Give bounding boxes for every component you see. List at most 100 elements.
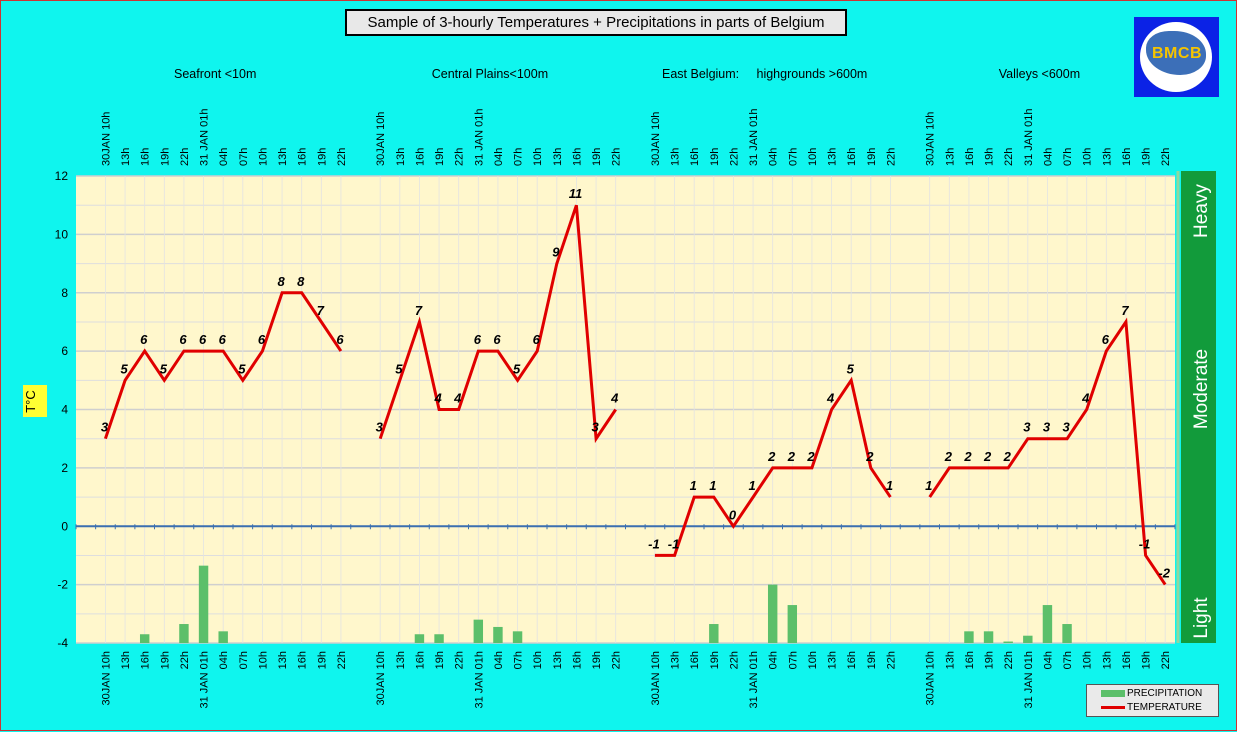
- region-label: Central Plains<100m: [432, 67, 548, 81]
- x-tick-label-bottom: 30JAN 10h: [375, 651, 387, 705]
- x-tick-label-bottom: 10h: [532, 651, 544, 669]
- intensity-label: Light: [1191, 597, 1212, 639]
- precipitation-bar: [767, 584, 778, 643]
- x-tick-label-top: 13h: [120, 148, 132, 166]
- temperature-data-label: 4: [826, 391, 835, 406]
- x-tick-label-top: 19h: [1141, 148, 1153, 166]
- x-tick-label-bottom: 19h: [1141, 651, 1153, 669]
- x-tick-label-bottom: 13h: [944, 651, 956, 669]
- temperature-data-label: 2: [983, 449, 992, 464]
- x-tick-label-top: 13h: [552, 148, 564, 166]
- temperature-data-label: 5: [847, 361, 855, 376]
- precipitation-bar: [1023, 635, 1033, 643]
- x-tick-label-bottom: 22h: [728, 651, 740, 669]
- x-tick-label-top: 22h: [179, 148, 191, 166]
- temperature-data-label: 6: [199, 332, 207, 347]
- y-tick-label: -4: [57, 636, 68, 650]
- y-tick-label: 4: [61, 403, 68, 417]
- temperature-data-label: 7: [317, 303, 325, 318]
- x-tick-label-top: 13h: [1101, 148, 1113, 166]
- temperature-data-label: 8: [297, 274, 305, 289]
- x-tick-label-top: 19h: [316, 148, 328, 166]
- temperature-data-label: 3: [1043, 420, 1051, 435]
- x-tick-label-top: 16h: [964, 148, 976, 166]
- x-tick-label-top: 19h: [434, 148, 446, 166]
- x-tick-label-bottom: 19h: [984, 651, 996, 669]
- x-tick-label-bottom: 16h: [140, 651, 152, 669]
- temperature-data-label: -1: [1139, 536, 1151, 551]
- x-tick-label-top: 16h: [689, 148, 701, 166]
- x-tick-label-bottom: 22h: [336, 651, 348, 669]
- x-tick-label-top: 19h: [984, 148, 996, 166]
- temperature-data-label: 3: [591, 420, 599, 435]
- x-tick-label-bottom: 16h: [964, 651, 976, 669]
- x-tick-label-bottom: 13h: [277, 651, 289, 669]
- temperature-line: [928, 317, 1167, 586]
- x-tick-label-top: 16h: [414, 148, 426, 166]
- precipitation-bar: [139, 634, 150, 643]
- x-tick-label-top: 30JAN 10h: [375, 112, 387, 166]
- temperature-data-label: 2: [806, 449, 815, 464]
- x-tick-label-top: 07h: [1062, 148, 1074, 166]
- temperature-data-label: 8: [277, 274, 285, 289]
- x-tick-label-bottom: 19h: [159, 651, 171, 669]
- x-tick-label-bottom: 22h: [454, 651, 466, 669]
- region-label: Seafront <10m: [174, 67, 256, 81]
- temperature-data-label: 3: [1023, 420, 1031, 435]
- x-tick-label-bottom: 19h: [591, 651, 603, 669]
- precipitation-bar: [1062, 624, 1072, 643]
- temperature-data-label: 2: [787, 449, 796, 464]
- precipitation-bar: [964, 631, 974, 643]
- x-tick-label-top: 13h: [395, 148, 407, 166]
- y-tick-label: -2: [57, 578, 68, 592]
- x-tick-label-top: 31 JAN 01h: [1023, 109, 1035, 166]
- precipitation-bar: [434, 634, 444, 643]
- x-tick-label-top: 30JAN 10h: [650, 112, 662, 166]
- legend-swatch-temperature: [1101, 705, 1125, 709]
- logo-text: BMCB: [1152, 45, 1202, 62]
- x-tick-label-bottom: 16h: [689, 651, 701, 669]
- x-tick-label-bottom: 30JAN 10h: [650, 651, 662, 705]
- x-tick-label-bottom: 10h: [257, 651, 269, 669]
- precipitation-bar: [473, 619, 484, 643]
- x-tick-label-bottom: 04h: [1042, 651, 1054, 669]
- x-tick-label-top: 22h: [336, 148, 348, 166]
- x-tick-label-top: 19h: [591, 148, 603, 166]
- temperature-data-label: 6: [336, 332, 344, 347]
- precipitation-bar: [1042, 605, 1053, 643]
- y-tick-label: 2: [61, 461, 68, 475]
- temperature-data-label: 2: [1003, 449, 1012, 464]
- x-tick-label-bottom: 19h: [866, 651, 878, 669]
- region-label: Valleys <600m: [999, 67, 1080, 81]
- precipitation-bar: [512, 631, 523, 643]
- bmcb-logo: BMCB: [1134, 17, 1219, 97]
- temperature-data-label: 6: [219, 332, 227, 347]
- temperature-data-label: 0: [729, 507, 737, 522]
- x-tick-label-bottom: 10h: [1082, 651, 1094, 669]
- x-tick-label-top: 30JAN 10h: [100, 112, 112, 166]
- x-tick-label-top: 16h: [1121, 148, 1133, 166]
- temperature-data-label: 7: [415, 303, 423, 318]
- y-tick-label: 0: [61, 519, 68, 533]
- x-tick-label-top: 22h: [728, 148, 740, 166]
- intensity-label: Heavy: [1191, 184, 1212, 238]
- temperature-data-label: 1: [886, 478, 893, 493]
- x-tick-label-top: 10h: [257, 148, 269, 166]
- x-tick-label-top: 16h: [140, 148, 152, 166]
- x-tick-label-bottom: 04h: [493, 651, 505, 669]
- x-tick-label-top: 04h: [218, 148, 230, 166]
- x-tick-label-top: 07h: [238, 148, 250, 166]
- temperature-data-label: 5: [513, 361, 521, 376]
- x-tick-label-top: 22h: [611, 148, 623, 166]
- temperature-data-label: 1: [690, 478, 697, 493]
- intensity-label: Moderate: [1191, 349, 1212, 429]
- x-tick-label-bottom: 10h: [807, 651, 819, 669]
- x-tick-label-top: 13h: [944, 148, 956, 166]
- temperature-data-label: 6: [474, 332, 482, 347]
- belgium-map-icon: [1146, 31, 1206, 75]
- x-tick-label-bottom: 31 JAN 01h: [748, 651, 760, 708]
- x-tick-label-top: 30JAN 10h: [925, 112, 937, 166]
- intensity-bar: [1181, 171, 1216, 643]
- x-tick-label-bottom: 04h: [768, 651, 780, 669]
